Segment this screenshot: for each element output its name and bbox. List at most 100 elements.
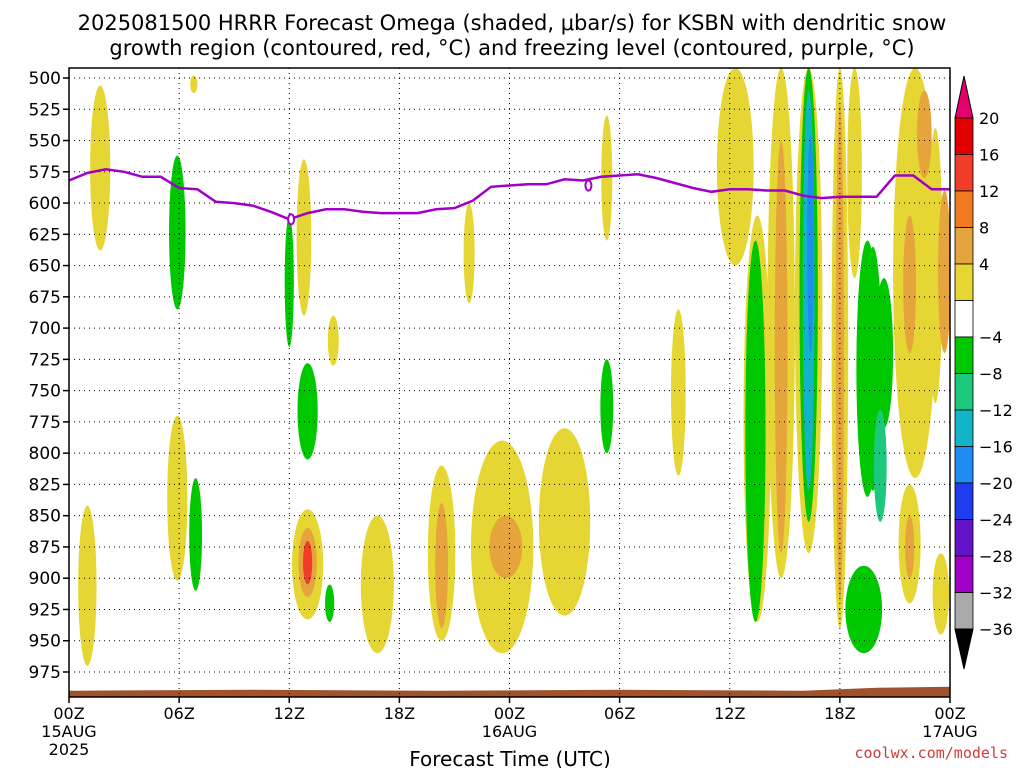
freezing-level-label-1 (584, 179, 593, 192)
colorbar-label-0: 20 (979, 109, 999, 128)
colorbar-label-3: 8 (979, 219, 989, 238)
omega-region-5 (189, 478, 203, 591)
omega-region-3 (78, 505, 97, 666)
omega-region-35 (847, 68, 862, 279)
y-tick-label-975: 975 (29, 663, 61, 683)
y-tick-label-650: 650 (29, 257, 61, 277)
x-tick-label-42: 18Z (824, 704, 855, 723)
colorbar-segment-11 (954, 519, 974, 557)
omega-region-16 (435, 503, 449, 629)
omega-region-1 (190, 75, 198, 94)
colorbar-segment-0 (954, 117, 974, 155)
colorbar-label-10: −24 (979, 511, 1013, 530)
x-tick-sublabel-48: 17AUG (922, 722, 977, 741)
omega-region-7 (296, 159, 312, 316)
colorbar-label-4: 4 (979, 255, 989, 274)
colorbar-segment-1 (954, 154, 974, 192)
omega-region-39 (873, 409, 887, 522)
y-tick-label-725: 725 (29, 350, 61, 370)
y-tick-label-775: 775 (29, 413, 61, 433)
colorbar-segment-10 (954, 482, 974, 520)
y-tick-label-525: 525 (29, 100, 61, 120)
y-tick-label-950: 950 (29, 632, 61, 652)
omega-region-17 (463, 203, 475, 304)
chart-title-line2: growth region (contoured, red, °C) and f… (109, 36, 914, 60)
x-tick-label-6: 06Z (163, 704, 194, 723)
colorbar-segment-4 (954, 263, 974, 301)
x-tick-sublabel-0: 15AUG (41, 722, 96, 741)
colorbar-segment-6 (954, 336, 974, 374)
x-tick-year-0: 2025 (49, 740, 90, 759)
omega-region-38 (874, 278, 894, 429)
y-tick-label-550: 550 (29, 132, 61, 152)
credit-text: coolwx.com/models (854, 744, 1008, 762)
colorbar-segment-13 (954, 592, 974, 630)
omega-region-19 (538, 428, 591, 616)
omega-shading (78, 68, 950, 666)
omega-region-40 (845, 565, 883, 654)
colorbar-label-5: −4 (979, 328, 1003, 347)
x-tick-label-48: 00Z (934, 704, 965, 723)
y-tick-label-800: 800 (29, 444, 61, 464)
colorbar-label-6: −8 (979, 365, 1003, 384)
colorbar-label-8: −16 (979, 438, 1013, 457)
x-tick-label-12: 12Z (274, 704, 305, 723)
colorbar-segment-12 (954, 555, 974, 593)
omega-region-24 (716, 68, 754, 266)
omega-region-13 (325, 584, 335, 622)
freezing-level-line (69, 168, 950, 221)
omega-colorbar: 20 16 12 8 4 −4 −8 −12 −16 −20 −24 −28 −32 −36 (954, 75, 1013, 670)
terrain-band (69, 686, 950, 697)
colorbar-segment-5 (954, 300, 974, 338)
y-tick-label-500: 500 (29, 69, 61, 89)
y-tick-label-900: 900 (29, 569, 61, 589)
omega-region-43 (916, 90, 932, 179)
omega-region-8 (297, 363, 318, 460)
x-tick-label-0: 00Z (53, 704, 84, 723)
y-tick-label-700: 700 (29, 319, 61, 339)
colorbar-label-2: 12 (979, 182, 999, 201)
y-tick-label-675: 675 (29, 288, 61, 308)
omega-region-20 (489, 515, 523, 579)
x-tick-sublabel-24: 16AUG (482, 722, 537, 741)
y-tick-label-575: 575 (29, 163, 61, 183)
omega-region-0 (90, 85, 111, 251)
x-tick-label-36: 12Z (714, 704, 745, 723)
colorbar-label-7: −12 (979, 401, 1013, 420)
colorbar-segment-8 (954, 409, 974, 447)
y-tick-label-850: 850 (29, 507, 61, 527)
x-tick-label-30: 06Z (604, 704, 635, 723)
omega-region-4 (167, 415, 188, 581)
colorbar-label-13: −36 (979, 620, 1013, 639)
chart-title-line1: 2025081500 HRRR Forecast Omega (shaded, … (78, 11, 947, 35)
colorbar-label-9: −20 (979, 474, 1013, 493)
y-tick-label-625: 625 (29, 225, 61, 245)
colorbar-segment-2 (954, 190, 974, 228)
omega-region-47 (927, 128, 943, 404)
y-tick-label-750: 750 (29, 382, 61, 402)
omega-region-6 (284, 215, 294, 347)
freezing-level-contour (69, 168, 950, 226)
colorbar-bottom-arrow (954, 628, 974, 670)
omega-region-32 (807, 134, 814, 354)
omega-region-48 (938, 190, 950, 354)
omega-region-23 (671, 309, 686, 476)
freezing-level-label-0 (287, 213, 296, 226)
colorbar-label-12: −32 (979, 584, 1013, 603)
omega-region-12 (303, 540, 313, 585)
colorbar-label-1: 16 (979, 146, 999, 165)
colorbar-top-arrow (954, 75, 974, 119)
x-axis-title: Forecast Time (UTC) (409, 747, 611, 768)
x-tick-label-18: 18Z (384, 704, 415, 723)
y-axis-pressure: 500 525 550 575 600 625 650 675 700 725 750 775 800 8… (29, 69, 69, 683)
omega-region-21 (601, 115, 613, 241)
omega-region-9 (327, 315, 339, 366)
omega-region-14 (360, 515, 394, 654)
y-tick-label-825: 825 (29, 475, 61, 495)
y-tick-label-925: 925 (29, 600, 61, 620)
omega-region-28 (774, 140, 788, 554)
omega-region-2 (169, 155, 186, 310)
omega-region-46 (932, 553, 950, 635)
